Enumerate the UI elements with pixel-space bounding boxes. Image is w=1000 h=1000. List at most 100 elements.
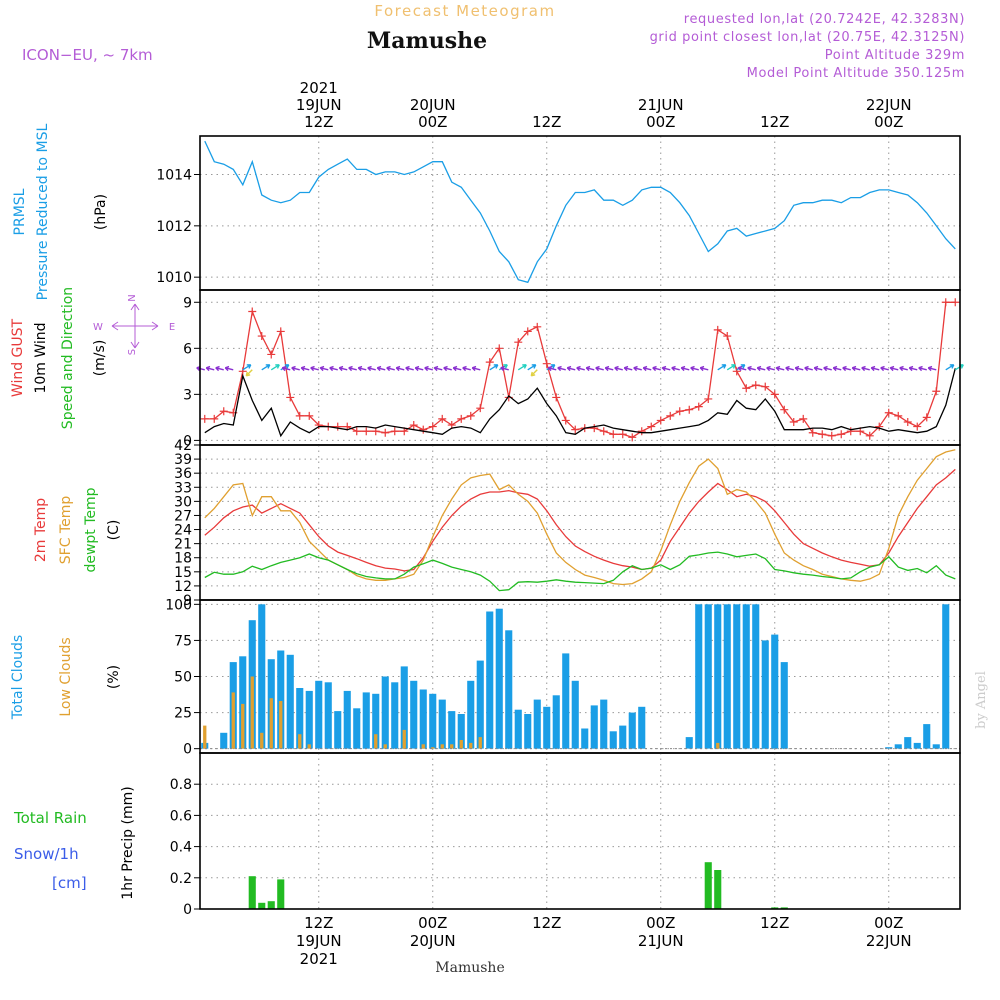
bar-total-clouds bbox=[258, 604, 266, 749]
gust-point bbox=[751, 381, 760, 390]
station-title: Mamushe bbox=[367, 28, 487, 54]
wind-arrow bbox=[726, 364, 736, 371]
wind-arrow-head bbox=[785, 365, 790, 372]
bar-low-clouds bbox=[241, 703, 245, 749]
bar-total-clouds bbox=[429, 693, 437, 749]
gust-point bbox=[305, 411, 314, 420]
wind-arrow-head bbox=[832, 365, 838, 372]
gust-point bbox=[523, 327, 532, 336]
wind-arrow bbox=[396, 367, 405, 371]
bar-total-clouds bbox=[315, 680, 323, 749]
bar-total-clouds bbox=[391, 682, 399, 749]
bar-total-clouds bbox=[372, 693, 380, 749]
series-line-pressure bbox=[204, 140, 956, 284]
wind-arrow bbox=[945, 364, 955, 371]
panel-label: (C) bbox=[106, 520, 122, 541]
bottom-axis-text: 19JUN bbox=[296, 932, 342, 950]
top-axis-text: 00Z bbox=[418, 113, 447, 131]
bar-total-clouds bbox=[410, 680, 418, 749]
gust-point bbox=[495, 344, 504, 353]
gust-point bbox=[875, 422, 884, 431]
bar-low-clouds bbox=[440, 744, 444, 749]
gust-point bbox=[599, 427, 608, 436]
wind-arrow bbox=[339, 367, 348, 371]
wind-arrow bbox=[624, 367, 633, 371]
y-tick-label: 12 bbox=[174, 579, 192, 595]
panel-label: (m/s) bbox=[92, 340, 108, 377]
bar-low-clouds bbox=[260, 732, 264, 749]
compass-south: S bbox=[127, 349, 138, 355]
wind-arrow bbox=[517, 364, 527, 371]
wind-arrow-head bbox=[357, 365, 363, 372]
gust-point bbox=[542, 359, 551, 368]
wind-arrow-head bbox=[671, 365, 676, 372]
wind-arrow-head bbox=[265, 364, 271, 369]
bottom-axis-text: 12Z bbox=[760, 914, 789, 932]
bar-total-clouds bbox=[277, 650, 285, 749]
bar-total-clouds bbox=[619, 725, 627, 749]
wind-arrow bbox=[500, 367, 509, 371]
bar-total-rain bbox=[714, 870, 722, 909]
y-tick-label: 50 bbox=[174, 670, 192, 686]
y-tick-label: 6 bbox=[183, 341, 192, 357]
wind-arrow-head bbox=[471, 365, 477, 372]
wind-arrow bbox=[842, 367, 851, 371]
wind-arrow bbox=[757, 367, 766, 371]
gust-point bbox=[723, 332, 732, 341]
series-line-10m-wind bbox=[204, 368, 956, 438]
gust-point bbox=[533, 322, 542, 331]
bar-total-clouds bbox=[590, 705, 598, 749]
wind-arrow bbox=[776, 367, 785, 371]
wind-arrow-head bbox=[775, 365, 781, 372]
wind-arrow bbox=[814, 367, 823, 371]
wind-arrow-head bbox=[813, 365, 819, 372]
wind-arrow bbox=[738, 367, 747, 371]
bar-total-clouds bbox=[457, 714, 465, 749]
gust-point bbox=[457, 414, 466, 423]
y-tick-label: 15 bbox=[174, 565, 192, 581]
series-line-dewpt-temp bbox=[204, 551, 956, 592]
wind-arrow-head bbox=[870, 365, 876, 372]
y-tick-label: 33 bbox=[174, 480, 192, 496]
wind-arrow-head bbox=[918, 365, 923, 372]
gust-point bbox=[466, 411, 475, 420]
wind-arrow bbox=[530, 369, 538, 377]
y-tick-label: 27 bbox=[174, 508, 192, 524]
y-tick-label: 0.4 bbox=[170, 840, 192, 856]
wind-arrow-head bbox=[842, 365, 847, 372]
wind-arrow bbox=[852, 367, 861, 371]
bottom-axis-text: 00Z bbox=[646, 914, 675, 932]
bar-low-clouds bbox=[469, 742, 473, 749]
bar-total-clouds bbox=[448, 711, 456, 749]
bar-total-clouds bbox=[381, 676, 389, 749]
bar-low-clouds bbox=[431, 747, 435, 749]
wind-arrow-head bbox=[319, 365, 325, 372]
bar-total-clouds bbox=[524, 714, 532, 749]
wind-arrow-head bbox=[452, 365, 458, 372]
wind-arrow-head bbox=[576, 365, 581, 372]
bar-total-clouds bbox=[486, 611, 494, 749]
gust-point bbox=[390, 427, 399, 436]
gust-point bbox=[286, 393, 295, 402]
wind-arrow bbox=[320, 367, 329, 371]
y-tick-label: 0.8 bbox=[170, 777, 192, 793]
bar-low-clouds bbox=[459, 740, 463, 749]
wind-arrow bbox=[206, 367, 215, 371]
gust-point bbox=[770, 390, 779, 399]
wind-arrow-head bbox=[699, 365, 705, 372]
panel-pressure: 1010 1012 1014 bbox=[156, 135, 961, 291]
bar-total-clouds bbox=[533, 699, 541, 749]
bottom-axis-text: 20JUN bbox=[410, 932, 456, 950]
bar-total-clouds bbox=[296, 688, 304, 749]
gust-point bbox=[362, 427, 371, 436]
precip-axis-label: 1hr Precip (mm) bbox=[120, 786, 136, 899]
top-axis-label: 12Z bbox=[760, 113, 789, 131]
compass-north: N bbox=[127, 294, 138, 301]
gust-point bbox=[647, 422, 656, 431]
wind-arrow bbox=[301, 367, 310, 371]
wind-arrow-head bbox=[661, 365, 667, 372]
wind-arrow bbox=[225, 367, 234, 371]
gust-point bbox=[799, 414, 808, 423]
y-tick-label: 100 bbox=[165, 597, 192, 613]
